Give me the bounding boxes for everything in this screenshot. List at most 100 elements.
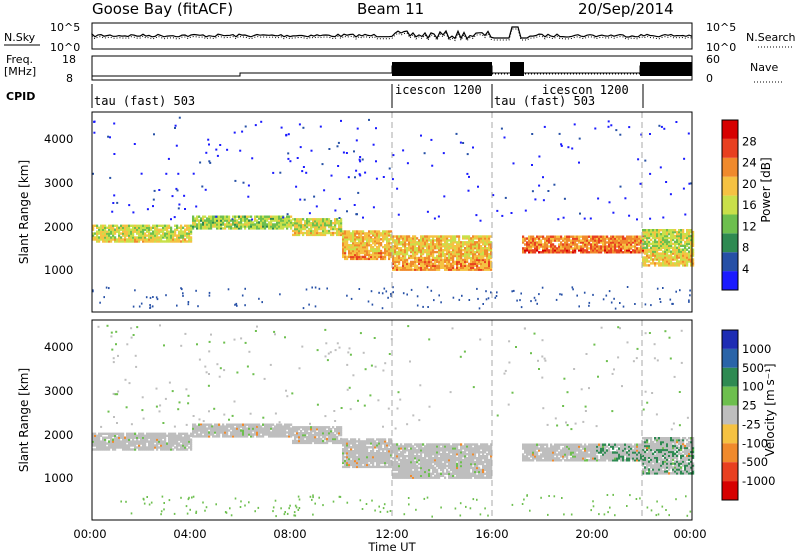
power-cell-1783 — [462, 235, 465, 238]
power-cell-2927 — [692, 240, 695, 244]
power-cell-980 — [354, 240, 357, 243]
power-cell-2862 — [684, 242, 687, 246]
power-cell-843 — [328, 224, 331, 227]
vel-cell-1193 — [384, 440, 387, 443]
power-cell-985 — [354, 230, 357, 233]
power-cell-1605 — [440, 247, 443, 250]
vel-cell-416 — [198, 425, 201, 428]
vel-cell-1084 — [368, 455, 371, 459]
vel-cell-110 — [120, 444, 123, 447]
power-cell-2608 — [654, 234, 657, 238]
power-cell-999 — [358, 257, 361, 261]
power-cell-2047 — [530, 241, 533, 244]
vel-cell-488 — [222, 431, 225, 434]
power-cell-613 — [264, 219, 267, 222]
power-cell-1294 — [402, 268, 405, 271]
power-clutter-40 — [182, 294, 184, 297]
power-cell-1469 — [424, 264, 427, 267]
power-cell-2133 — [552, 239, 555, 242]
power-cell-483 — [222, 227, 225, 230]
vel-cell-626 — [266, 431, 269, 434]
vel-cell-136 — [126, 438, 129, 441]
vel-cell-1359 — [406, 445, 409, 448]
power-cell-1145 — [378, 232, 381, 235]
power-cell-1376 — [412, 256, 415, 260]
vel-cell-873 — [334, 441, 337, 445]
vel-cell-1495 — [424, 466, 427, 470]
power-cell-453 — [212, 219, 215, 222]
power-cell-1216 — [390, 234, 393, 237]
power-cell-2701 — [666, 260, 669, 263]
vel-cell-1513 — [426, 464, 429, 468]
power-cell-573 — [252, 227, 255, 230]
power-cell-2547 — [646, 232, 649, 236]
power-cell-1960 — [484, 243, 487, 246]
power-cell-128 — [124, 224, 127, 227]
power-cell-1385 — [412, 239, 415, 242]
vel-cell-1123 — [374, 452, 377, 455]
cpid-segment-4: icescon 1200 — [542, 83, 629, 97]
vel-cell-1161 — [380, 453, 383, 457]
power-cell-2527 — [644, 236, 647, 240]
power-cell-1077 — [368, 234, 371, 237]
vel-cell-1036 — [360, 444, 363, 447]
power-cell-621 — [268, 227, 271, 230]
vel-cell-149 — [130, 448, 133, 451]
power-cell-385 — [190, 228, 193, 231]
vel-cell-916 — [344, 465, 347, 469]
power-cell-1510 — [428, 247, 431, 250]
power-cell-1202 — [388, 240, 391, 243]
power-cell-1390 — [414, 264, 417, 267]
power-cell-2630 — [658, 260, 661, 263]
vel-cell-141 — [128, 446, 131, 449]
vel-cell-1105 — [372, 461, 375, 465]
power-cell-1562 — [436, 268, 439, 271]
power-cell-539 — [240, 221, 243, 224]
power-cell-97 — [118, 240, 121, 243]
power-cell-1817 — [468, 266, 471, 269]
power-cell-2493 — [642, 251, 645, 254]
vel-cell-1403 — [412, 460, 415, 464]
power-cell-505 — [228, 219, 231, 222]
vel-cell-1252 — [394, 466, 397, 470]
power-cell-1836 — [470, 260, 473, 264]
power-scatter-87 — [543, 125, 546, 128]
vel-cell-507 — [228, 429, 231, 432]
vel-cell-737 — [298, 428, 301, 431]
power-clutter-74 — [378, 291, 380, 294]
power-cell-2441 — [628, 239, 631, 242]
power-cell-605 — [262, 221, 265, 224]
vel-cell-368 — [184, 436, 187, 439]
vel-cell-580 — [250, 425, 253, 428]
vel-cell-1265 — [396, 476, 399, 479]
power-cell-2167 — [562, 247, 565, 250]
vel-cell-1292 — [398, 453, 401, 456]
vel-cell-954 — [348, 444, 351, 447]
power-cell-2137 — [554, 249, 557, 252]
vel-cell-1034 — [360, 448, 363, 451]
power-cell-24 — [98, 228, 101, 231]
power-cell-369 — [186, 226, 189, 229]
vel-cell-352 — [180, 434, 183, 437]
vel-cell-1004 — [356, 452, 359, 455]
power-cell-1476 — [424, 245, 427, 248]
power-cell-845 — [328, 220, 331, 223]
vel-cell-947 — [348, 459, 351, 463]
power-cell-2885 — [688, 258, 691, 261]
vel-cell-1538 — [428, 449, 431, 452]
vel-cell-1349 — [406, 470, 409, 474]
power-cell-1197 — [388, 249, 391, 253]
power-cell-217 — [146, 226, 149, 229]
power-cell-807 — [318, 218, 321, 221]
power-cell-956 — [352, 257, 355, 261]
vel-cell-234 — [150, 432, 153, 435]
power-scatter-198 — [496, 209, 499, 212]
vel-cell-239 — [152, 440, 155, 443]
power-cell-1163 — [382, 236, 385, 239]
power-cell-2350 — [608, 249, 611, 252]
vel-cell-50 — [104, 444, 107, 447]
power-cell-2551 — [648, 260, 651, 263]
vel-cell-197 — [142, 442, 145, 445]
power-cell-318 — [172, 234, 175, 237]
power-clutter-64 — [626, 286, 629, 288]
